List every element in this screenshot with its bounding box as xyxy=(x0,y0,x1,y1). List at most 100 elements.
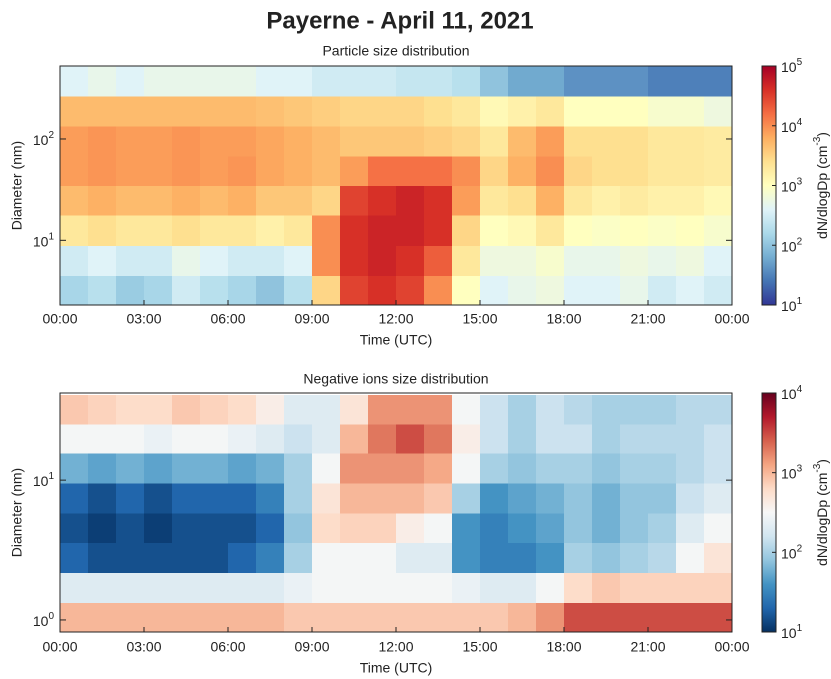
colorbar xyxy=(761,392,777,633)
colorbar-tick-label: 105 xyxy=(781,57,803,75)
heatmap-cell xyxy=(172,542,201,574)
heatmap-cell xyxy=(508,452,537,484)
heatmap-cell xyxy=(536,482,565,514)
heatmap-cell xyxy=(648,423,677,454)
heatmap-cell xyxy=(228,512,257,543)
x-tick-label: 21:00 xyxy=(630,639,665,655)
colorbar-tick-label: 102 xyxy=(781,543,803,561)
heatmap-cell xyxy=(592,452,621,484)
heatmap-cell xyxy=(592,572,621,603)
heatmap-cell xyxy=(144,452,173,484)
heatmap-cell xyxy=(284,512,313,543)
heatmap-cell xyxy=(592,482,621,514)
heatmap-cell xyxy=(480,423,509,454)
heatmap-cell xyxy=(648,215,677,246)
heatmap-cell xyxy=(312,452,341,484)
heatmap-cell xyxy=(452,395,481,425)
heatmap-cell xyxy=(648,482,677,514)
heatmap-cell xyxy=(508,155,537,186)
heatmap-cell xyxy=(508,66,537,97)
heatmap-cell xyxy=(452,542,481,574)
heatmap-cell xyxy=(172,602,201,632)
heatmap-cell xyxy=(452,125,481,157)
heatmap-cell xyxy=(424,452,453,484)
x-tick-label: 15:00 xyxy=(462,639,497,655)
heatmap-cell xyxy=(508,245,537,277)
x-tick-label: 21:00 xyxy=(630,311,665,327)
heatmap-cell xyxy=(676,395,705,425)
heatmap-cell xyxy=(88,155,117,186)
heatmap-cell xyxy=(396,395,425,425)
heatmap-cell xyxy=(648,602,677,632)
x-tick-label: 09:00 xyxy=(294,311,329,327)
heatmap-cell xyxy=(88,423,117,454)
heatmap-cell xyxy=(228,423,257,454)
heatmap-cell xyxy=(396,423,425,454)
x-tick-label: 18:00 xyxy=(546,311,581,327)
heatmap-cell xyxy=(508,395,537,425)
heatmap-cell xyxy=(228,185,257,216)
heatmap-cell xyxy=(88,602,117,632)
heatmap-cell xyxy=(256,452,285,484)
heatmap-cell xyxy=(424,275,453,305)
heatmap-cell xyxy=(256,482,285,514)
heatmap-cell xyxy=(88,542,117,574)
heatmap-cell xyxy=(200,185,229,216)
heatmap-cell xyxy=(592,395,621,425)
heatmap-cell xyxy=(592,602,621,632)
heatmap-cell xyxy=(564,423,593,454)
heatmap-cell xyxy=(620,155,649,186)
x-tick-label: 12:00 xyxy=(378,639,413,655)
heatmap-cell xyxy=(312,482,341,514)
heatmap-cell xyxy=(564,245,593,277)
heatmap-cell xyxy=(340,125,369,157)
heatmap-cell xyxy=(620,423,649,454)
heatmap-cell xyxy=(508,482,537,514)
heatmap-cell xyxy=(284,395,313,425)
heatmap-cell xyxy=(592,66,621,97)
heatmap-cell xyxy=(704,185,732,216)
heatmap-cell xyxy=(508,215,537,246)
heatmap-cell xyxy=(60,185,89,216)
heatmap-cell xyxy=(60,542,89,574)
y-tick-label: 101 xyxy=(33,471,55,489)
heatmap-cell xyxy=(620,215,649,246)
heatmap-cell xyxy=(424,66,453,97)
y-axis-label: Diameter (nm) xyxy=(9,468,25,557)
heatmap-cell xyxy=(536,66,565,97)
heatmap-cell xyxy=(564,275,593,305)
heatmap-cell xyxy=(256,395,285,425)
heatmap-cell xyxy=(480,215,509,246)
heatmap-cell xyxy=(144,602,173,632)
heatmap-cell xyxy=(144,96,173,127)
heatmap-cell xyxy=(144,395,173,425)
heatmap-cell xyxy=(676,542,705,574)
heatmap-cell xyxy=(60,155,89,186)
heatmap-cell xyxy=(396,185,425,216)
heatmap-cell xyxy=(116,185,145,216)
heatmap-cell xyxy=(340,602,369,632)
heatmap-cell xyxy=(592,275,621,305)
heatmap-cell xyxy=(312,66,341,97)
heatmap-cell xyxy=(704,96,732,127)
heatmap-cell xyxy=(424,185,453,216)
colorbar-tick-label: 102 xyxy=(781,236,803,254)
heatmap-cell xyxy=(424,215,453,246)
heatmap-cell xyxy=(536,275,565,305)
x-tick-label: 06:00 xyxy=(210,639,245,655)
heatmap-cell xyxy=(256,423,285,454)
heatmap-cell xyxy=(284,572,313,603)
heatmap-cell xyxy=(116,245,145,277)
heatmap-cell xyxy=(228,482,257,514)
heatmap-cell xyxy=(620,96,649,127)
y-axis-label: Diameter (nm) xyxy=(9,141,25,230)
heatmap-cell xyxy=(396,245,425,277)
heatmap-cell xyxy=(704,572,732,603)
heatmap-cell xyxy=(368,482,397,514)
heatmap-cell xyxy=(144,66,173,97)
heatmap-cell xyxy=(284,602,313,632)
heatmap-cell xyxy=(480,395,509,425)
heatmap-cell xyxy=(536,125,565,157)
heatmap-cell xyxy=(648,572,677,603)
heatmap-cell xyxy=(172,215,201,246)
